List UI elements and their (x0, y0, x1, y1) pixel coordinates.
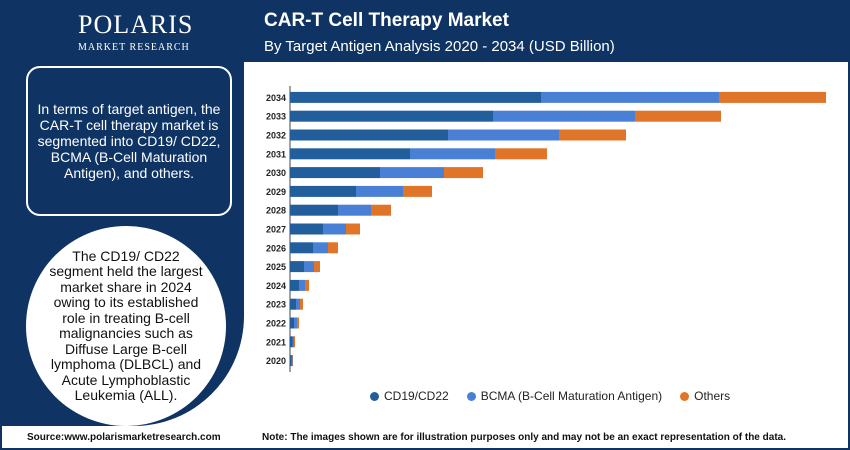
bar-segment-0 (290, 129, 448, 141)
bar-segment-2 (559, 129, 626, 141)
bar-segment-0 (290, 317, 294, 329)
legend-label: BCMA (B-Cell Maturation Antigen) (480, 389, 663, 403)
legend-item: BCMA (B-Cell Maturation Antigen) (466, 389, 663, 403)
bar-segment-1 (294, 317, 297, 329)
highlight-text: The CD19/ CD22 segment held the largest … (49, 247, 203, 403)
bar-segment-1 (323, 223, 346, 235)
bar-segment-0 (290, 167, 380, 179)
y-tick-label: 2027 (266, 225, 286, 235)
segment-info-box: In terms of target antigen, the CAR-T ce… (26, 66, 232, 216)
y-tick-label: 2020 (266, 356, 286, 366)
disclaimer-note: Note: The images shown are for illustrat… (262, 432, 786, 443)
bar-segment-1 (541, 91, 719, 103)
y-tick-label: 2022 (266, 319, 286, 329)
bar-segment-2 (300, 298, 303, 310)
bar-segment-1 (410, 148, 495, 160)
bar-segment-1 (313, 242, 328, 254)
bar-segment-2 (495, 148, 547, 160)
bar-segment-1 (292, 336, 294, 348)
legend-swatch (466, 391, 476, 401)
bar-segment-2 (444, 167, 483, 179)
source-text: Source:www.polarismarketresearch.com (27, 432, 221, 443)
bar-segment-1 (493, 110, 635, 122)
chart-subtitle: By Target Antigen Analysis 2020 - 2034 (… (264, 38, 615, 55)
bar-segment-2 (314, 261, 320, 273)
bar-segment-2 (294, 336, 295, 348)
bar-segment-0 (290, 279, 299, 291)
bar-segment-1 (291, 355, 293, 367)
bar-segment-2 (292, 355, 293, 367)
y-tick-label: 2031 (266, 149, 286, 159)
brand-subtitle: MARKET RESEARCH (78, 42, 190, 53)
bar-segment-2 (719, 91, 826, 103)
bar-segment-1 (299, 279, 305, 291)
bar-segment-0 (290, 110, 493, 122)
bar-segment-0 (290, 204, 338, 216)
bar-segment-1 (380, 167, 444, 179)
y-tick-label: 2032 (266, 131, 286, 141)
legend-label: Others (694, 389, 731, 403)
bar-segment-0 (290, 355, 292, 367)
highlight-circle: The CD19/ CD22 segment held the largest … (26, 226, 226, 426)
bar-segment-0 (290, 223, 323, 235)
legend-item: CD19/CD22 (370, 389, 449, 403)
bar-segment-2 (635, 110, 721, 122)
bar-segment-2 (403, 185, 432, 197)
chart-title: CAR-T Cell Therapy Market (264, 10, 509, 31)
header: POLARIS MARKET RESEARCH CAR-T Cell Thera… (2, 2, 848, 62)
segment-info-text: In terms of target antigen, the CAR-T ce… (37, 101, 221, 181)
y-tick-label: 2024 (266, 281, 286, 291)
bar-segment-1 (448, 129, 559, 141)
bar-segment-2 (371, 204, 391, 216)
y-tick-label: 2021 (266, 337, 286, 347)
y-tick-label: 2034 (266, 93, 286, 103)
bar-segment-0 (290, 298, 296, 310)
bar-segment-0 (290, 148, 410, 160)
bar-segment-2 (346, 223, 360, 235)
y-tick-label: 2028 (266, 206, 286, 216)
bar-segment-2 (328, 242, 338, 254)
bar-segment-2 (305, 279, 309, 291)
y-tick-label: 2030 (266, 168, 286, 178)
y-tick-label: 2025 (266, 262, 286, 272)
bar-segment-1 (296, 298, 300, 310)
bar-segment-1 (338, 204, 371, 216)
y-tick-label: 2029 (266, 187, 286, 197)
bar-segment-0 (290, 185, 356, 197)
legend-label: CD19/CD22 (384, 389, 449, 403)
y-tick-label: 2023 (266, 300, 286, 310)
legend-item: Others (680, 389, 730, 403)
bar-segment-1 (356, 185, 403, 197)
bar-chart: 2034 2033 2032 2031 2030 2029 2028 2027 2026 2025… (266, 86, 826, 372)
bar-segment-0 (290, 261, 304, 273)
legend-swatch (370, 391, 379, 401)
bar-segment-0 (290, 91, 541, 103)
bar-segment-0 (290, 336, 293, 348)
bar-segment-2 (297, 317, 299, 329)
legend: CD19/CD22 BCMA (B-Cell Maturation Antigen… (370, 389, 730, 403)
y-tick-label: 2026 (266, 243, 286, 253)
bar-segment-0 (290, 242, 313, 254)
brand-name: POLARIS (78, 10, 194, 39)
bar-segment-1 (304, 261, 314, 273)
y-tick-label: 2033 (266, 112, 286, 122)
legend-swatch (680, 391, 690, 401)
